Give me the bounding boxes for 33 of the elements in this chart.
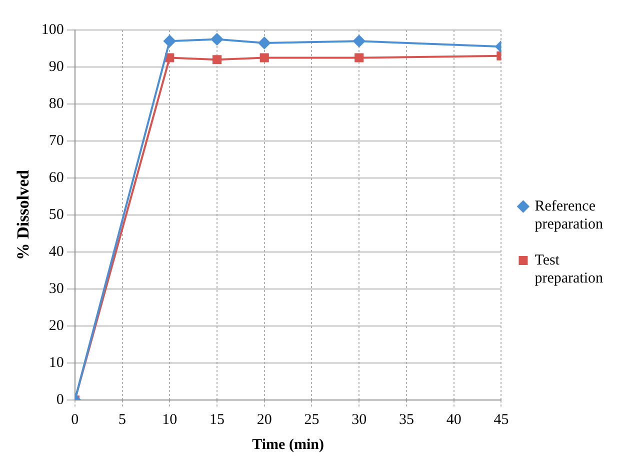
point (165, 53, 174, 62)
x-tick-label: 45 (494, 412, 509, 428)
y-tick-label: 100 (41, 22, 64, 38)
y-tick-label: 30 (48, 280, 64, 297)
y-tick-label: 40 (48, 244, 64, 260)
y-tick-label: 50 (48, 206, 64, 223)
y-tick-label: 0 (56, 392, 64, 408)
y-tick-label: 60 (48, 170, 64, 186)
point (354, 53, 364, 62)
legend-label: Test preparation (534, 252, 604, 286)
x-axis-title: Time (min) (252, 436, 324, 453)
point (353, 35, 366, 48)
point (211, 33, 223, 46)
point (212, 55, 222, 64)
y-tick-label: 10 (48, 354, 64, 371)
y-tick-label: 90 (48, 58, 64, 75)
x-tick-label: 15 (210, 412, 224, 428)
point (260, 53, 269, 62)
legend-label: Reference preparation (534, 198, 604, 232)
x-tick-label: 10 (162, 412, 178, 428)
point (258, 36, 270, 49)
x-tick-label: 30 (352, 412, 367, 428)
y-tick-label: 80 (48, 96, 64, 112)
y-axis-title: % Dissolved (14, 169, 33, 260)
y-tick-label: 70 (48, 132, 64, 149)
x-tick-label: 5 (118, 412, 126, 428)
x-tick-label: 25 (304, 412, 320, 428)
x-tick-label: 35 (398, 412, 414, 428)
y-tick-label: 20 (48, 318, 64, 334)
x-tick-label: 0 (71, 412, 79, 428)
point (164, 35, 176, 48)
x-tick-label: 20 (256, 412, 272, 428)
x-tick-label: 40 (446, 412, 462, 428)
